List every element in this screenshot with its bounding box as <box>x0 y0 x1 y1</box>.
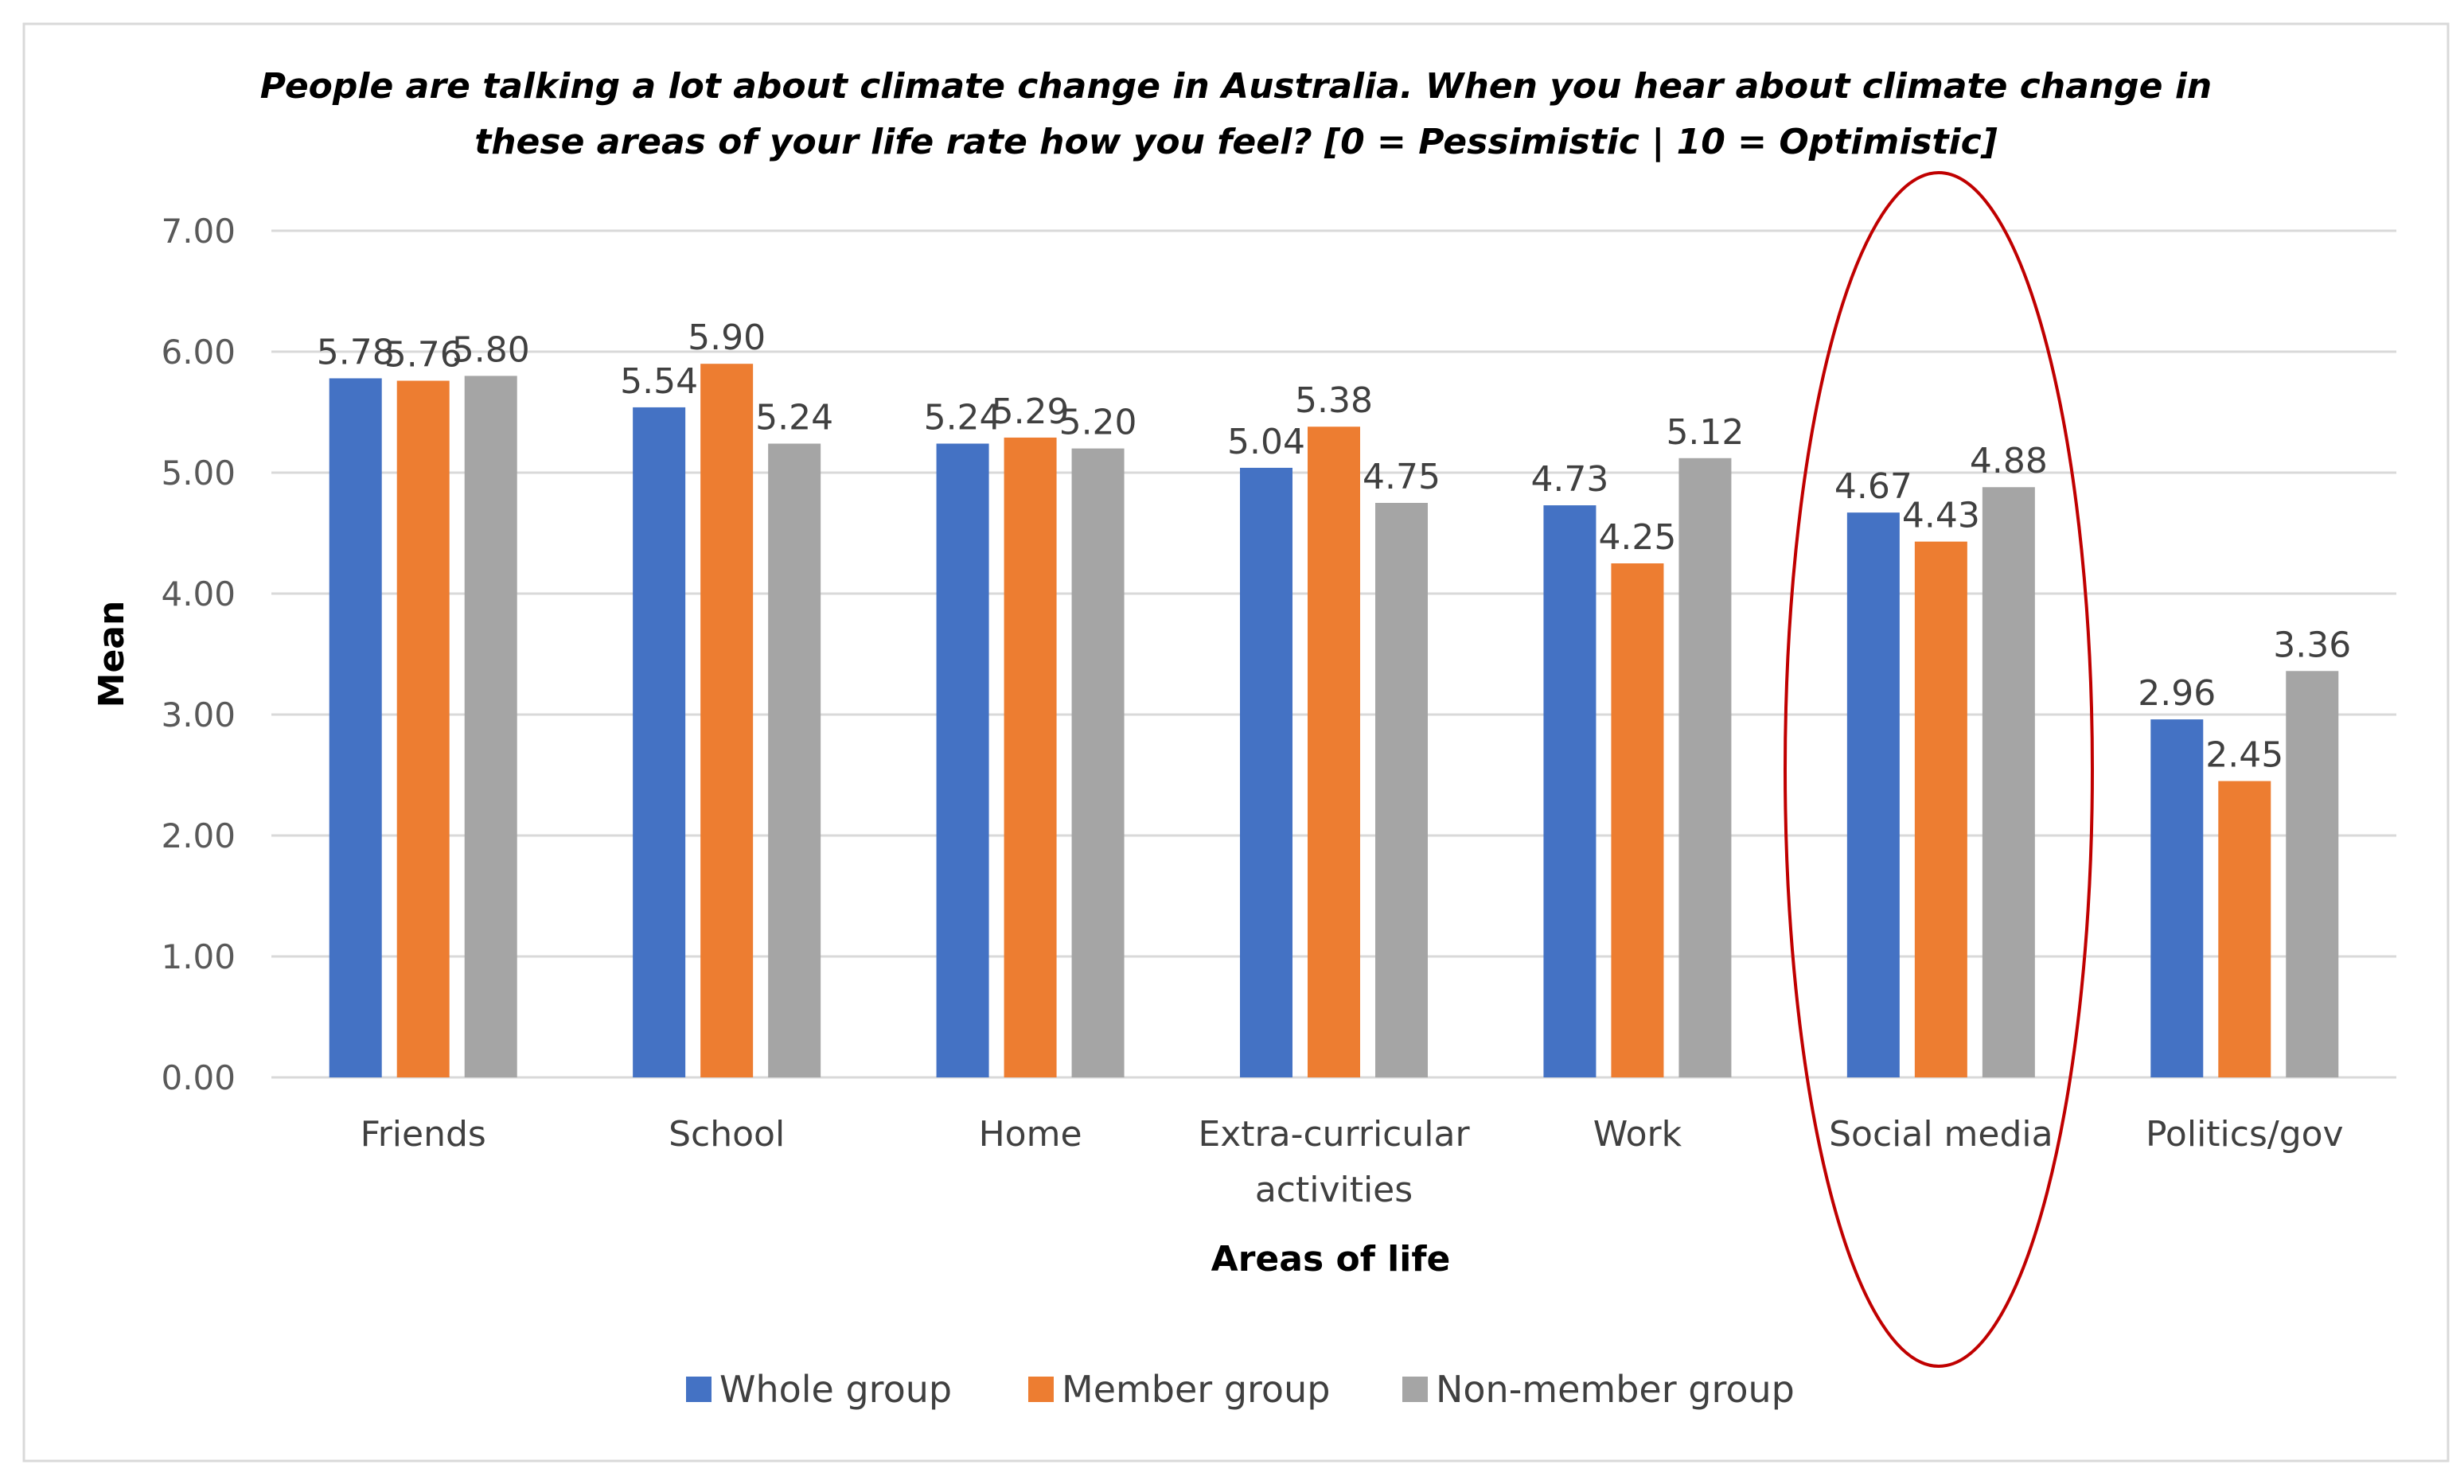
x-tick-label: Work <box>1593 1114 1682 1155</box>
data-label: 5.24 <box>755 398 833 438</box>
bar-whole-group <box>1240 467 1292 1077</box>
legend-swatch <box>1028 1377 1054 1402</box>
data-label: 5.54 <box>620 361 698 402</box>
data-label: 4.67 <box>1834 466 1912 507</box>
data-label: 5.04 <box>1227 422 1305 462</box>
bar-whole-group <box>1543 505 1597 1077</box>
legend-swatch <box>1402 1377 1428 1402</box>
legend-swatch <box>686 1377 712 1402</box>
data-label: 4.75 <box>1363 457 1441 497</box>
x-tick-label: Politics/gov <box>2146 1114 2344 1155</box>
bar-non-member-group <box>1982 487 2035 1077</box>
data-label: 2.96 <box>2138 673 2216 714</box>
bar-whole-group <box>936 443 989 1077</box>
legend-label: Member group <box>1062 1368 1330 1411</box>
data-label: 5.78 <box>317 332 395 372</box>
bar-whole-group <box>1846 512 1900 1077</box>
legend: Whole group Member group Non-member group <box>686 1368 1795 1411</box>
bar-member-group <box>396 380 450 1078</box>
data-label: 5.38 <box>1295 380 1373 421</box>
y-tick-label: 3.00 <box>161 695 236 734</box>
y-axis-title: Mean <box>92 601 132 708</box>
bar-whole-group <box>2150 719 2204 1077</box>
data-label: 3.36 <box>2273 625 2351 665</box>
data-label: 4.88 <box>1970 441 2048 481</box>
data-label: 4.73 <box>1530 459 1608 500</box>
data-label: 4.43 <box>1902 496 1980 536</box>
y-tick-label: 1.00 <box>161 937 236 976</box>
data-label: 5.80 <box>452 329 530 370</box>
highlight-ellipse <box>1784 171 2094 1368</box>
data-label: 2.45 <box>2205 735 2283 776</box>
data-label: 5.76 <box>384 334 462 375</box>
x-tick-label: activities <box>1255 1170 1413 1210</box>
y-tick-label: 5.00 <box>161 454 236 493</box>
y-tick-label: 7.00 <box>161 212 236 251</box>
y-tick-label: 2.00 <box>161 816 236 855</box>
legend-label: Whole group <box>719 1368 952 1411</box>
bar-member-group <box>2218 781 2271 1077</box>
chart-title-line-1: People are talking a lot about climate c… <box>260 66 2212 107</box>
chart-title-line-2: these areas of your life rate how you fe… <box>474 122 1998 162</box>
x-tick-label: Extra-curricular <box>1198 1114 1470 1155</box>
bar-non-member-group <box>2286 671 2339 1077</box>
y-tick-label: 6.00 <box>161 333 236 372</box>
x-tick-label: Social media <box>1829 1114 2053 1155</box>
bar-member-group <box>1914 541 1967 1077</box>
data-label: 4.25 <box>1598 517 1676 558</box>
bar-whole-group <box>329 378 382 1077</box>
data-label: 5.24 <box>924 398 1002 438</box>
bar-non-member-group <box>1375 503 1428 1077</box>
bar-non-member-group <box>1071 448 1125 1077</box>
bar-member-group <box>1004 437 1057 1077</box>
y-tick-label: 4.00 <box>161 575 236 613</box>
x-tick-label: Home <box>979 1114 1082 1155</box>
bar-non-member-group <box>464 376 517 1077</box>
bar-non-member-group <box>1678 458 1732 1077</box>
data-label: 5.20 <box>1059 403 1137 443</box>
y-tick-label: 0.00 <box>161 1058 236 1097</box>
data-label: 5.29 <box>992 391 1070 432</box>
data-label: 5.90 <box>688 317 766 358</box>
bar-member-group <box>1308 427 1360 1077</box>
bar-non-member-group <box>768 443 821 1077</box>
bar-whole-group <box>633 407 686 1077</box>
legend-label: Non-member group <box>1436 1368 1795 1411</box>
x-axis-title: Areas of life <box>1211 1239 1451 1280</box>
data-label: 5.12 <box>1666 412 1744 453</box>
x-tick-label: School <box>669 1114 785 1155</box>
bar-member-group <box>1611 563 1664 1077</box>
bar-member-group <box>700 364 754 1077</box>
x-tick-label: Friends <box>361 1114 486 1155</box>
